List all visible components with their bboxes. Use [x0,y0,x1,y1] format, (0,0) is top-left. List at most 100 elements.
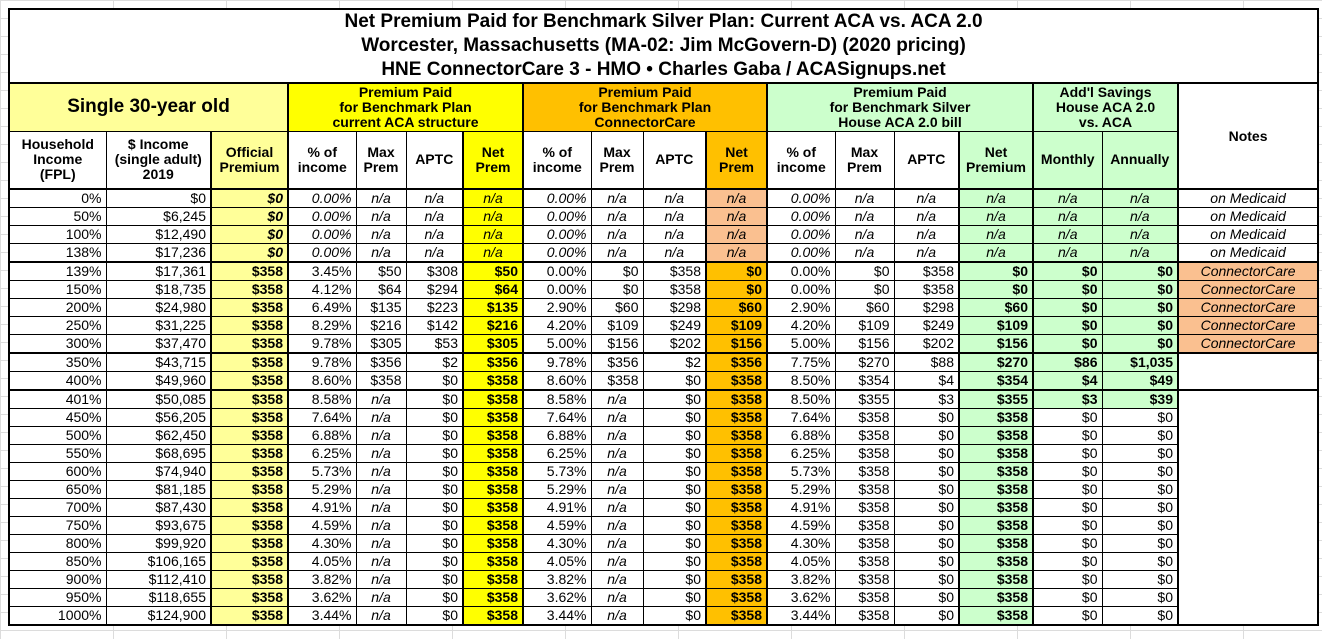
col-header-cc-pct-income: % of income [522,130,592,190]
table-row: 250% $31,225 $358 8.29% $216 $142 $216 4.20% $10… [8,316,1319,335]
cell-a_max: $356 [355,352,407,372]
spreadsheet: Net Premium Paid for Benchmark Silver Pl… [8,8,1320,626]
cell-a_net: $358 [462,552,524,571]
table-row: 950% $118,655 $358 3.62% n/a $0 $358 3.62% n/a $0… [8,588,1319,607]
cell-a_max: n/a [355,480,407,499]
cell-c_aptc: n/a [642,243,707,263]
cell-a_aptc: $0 [405,588,464,607]
cell-a_aptc: $0 [405,408,464,427]
cell-c_pct: 3.44% [522,606,592,626]
cell-a_net: $358 [462,570,524,589]
cell-a_aptc: $0 [405,389,464,409]
cell-monthly: n/a [1032,207,1103,226]
cell-h_pct: 3.82% [766,570,836,589]
cell-h_net: $358 [958,588,1034,607]
cell-a_net: $358 [462,480,524,499]
table-row: 500% $62,450 $358 6.88% n/a $0 $358 6.88% n/a $0 $… [8,426,1319,445]
page-title: Net Premium Paid for Benchmark Silver Pl… [8,8,1319,84]
cell-a_net: $358 [462,606,524,626]
cell-fpl: 350% [8,352,107,372]
table-row: 900% $112,410 $358 3.82% n/a $0 $358 3.82% n/a $0… [8,570,1319,589]
cell-h_max: $354 [834,371,895,391]
cell-official: $358 [210,298,289,317]
cell-h_aptc: $298 [893,298,960,317]
cell-c_net: $356 [705,352,768,372]
cell-h_aptc: $202 [893,334,960,354]
cell-notes [1177,371,1319,391]
cell-c_max: n/a [590,207,644,226]
cell-annually: $0 [1101,280,1179,299]
cell-a_aptc: $0 [405,534,464,553]
table-row: 550% $68,695 $358 6.25% n/a $0 $358 6.25% n/a $0 $… [8,444,1319,463]
cell-a_max: $50 [355,261,407,281]
cell-income: $56,205 [105,408,212,427]
cell-annually: $0 [1101,534,1179,553]
cell-h_pct: 0.00% [766,261,836,281]
cell-h_max: $156 [834,334,895,354]
cell-income: $68,695 [105,444,212,463]
cell-annually: $0 [1101,552,1179,571]
cell-notes [1177,408,1319,427]
cell-a_max: n/a [355,188,407,208]
cell-c_aptc: $0 [642,444,707,463]
cell-c_aptc: $2 [642,352,707,372]
cell-official: $358 [210,588,289,607]
cell-h_net: $0 [958,280,1034,299]
cell-a_max: $305 [355,334,407,354]
cell-annually: $0 [1101,261,1179,281]
cell-h_aptc: $0 [893,426,960,445]
cell-official: $358 [210,261,289,281]
cell-c_aptc: $0 [642,498,707,517]
cell-fpl: 650% [8,480,107,499]
cell-h_net: $156 [958,334,1034,354]
cell-fpl: 250% [8,316,107,335]
cell-notes [1177,462,1319,481]
cell-c_aptc: $0 [642,462,707,481]
table-row: 800% $99,920 $358 4.30% n/a $0 $358 4.30% n/a $0 $… [8,534,1319,553]
cell-c_pct: 0.00% [522,225,592,244]
cell-income: $17,361 [105,261,212,281]
cell-h_aptc: $3 [893,389,960,409]
cell-h_net: $0 [958,261,1034,281]
cell-h_pct: 4.91% [766,498,836,517]
cell-official: $0 [210,225,289,244]
table-row: 750% $93,675 $358 4.59% n/a $0 $358 4.59% n/a $0 $… [8,516,1319,535]
cell-fpl: 750% [8,516,107,535]
cell-a_max: n/a [355,389,407,409]
cell-fpl: 800% [8,534,107,553]
cell-c_pct: 0.00% [522,188,592,208]
cell-notes [1177,588,1319,607]
cell-h_aptc: $88 [893,352,960,372]
cell-h_max: $0 [834,280,895,299]
cell-h_net: $358 [958,462,1034,481]
cell-c_net: $358 [705,462,768,481]
cell-a_aptc: $0 [405,606,464,626]
cell-c_net: $358 [705,588,768,607]
cell-fpl: 138% [8,243,107,263]
cell-annually: $0 [1101,588,1179,607]
cell-a_pct: 0.00% [287,225,357,244]
cell-c_net: $358 [705,534,768,553]
cell-h_max: $355 [834,389,895,409]
cell-monthly: $3 [1032,389,1103,409]
cell-fpl: 300% [8,334,107,354]
cell-c_net: n/a [705,225,768,244]
cell-h_aptc: $4 [893,371,960,391]
cell-h_aptc: n/a [893,225,960,244]
cell-h_pct: 7.64% [766,408,836,427]
cell-monthly: $0 [1032,480,1103,499]
cell-c_net: $358 [705,480,768,499]
cell-a_max: n/a [355,606,407,626]
cell-c_net: $109 [705,316,768,335]
cell-fpl: 50% [8,207,107,226]
cell-c_aptc: $0 [642,480,707,499]
cell-c_pct: 0.00% [522,280,592,299]
cell-fpl: 1000% [8,606,107,626]
cell-fpl: 500% [8,426,107,445]
cell-c_aptc: $0 [642,516,707,535]
col-header-house-net-premium: Net Premium [958,130,1034,190]
cell-fpl: 200% [8,298,107,317]
cell-c_pct: 0.00% [522,207,592,226]
cell-h_net: $358 [958,498,1034,517]
cell-a_aptc: n/a [405,188,464,208]
